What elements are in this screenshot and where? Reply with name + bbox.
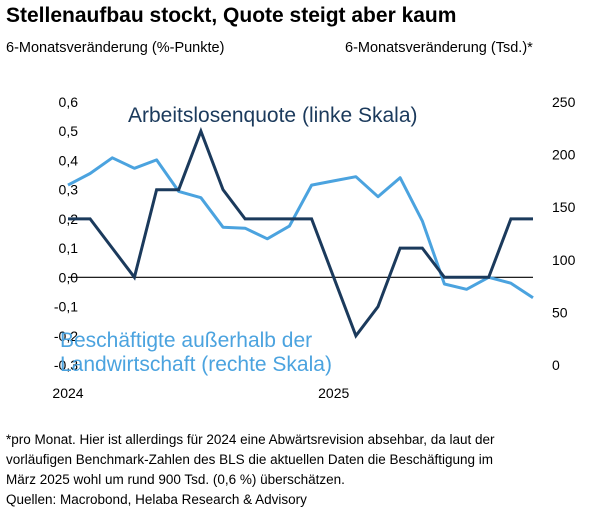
left-tick-label: -0,3 bbox=[54, 357, 78, 373]
right-tick-label: 250 bbox=[552, 94, 576, 110]
left-tick-label: -0,1 bbox=[54, 299, 78, 315]
right-axis-caption: 6-Monatsveränderung (Tsd.)* bbox=[345, 40, 533, 56]
line-chart: 0,60,50,40,30,20,10,0-0,1-0,2-0,3 250200… bbox=[52, 94, 576, 401]
x-tick-label: 2024 bbox=[52, 385, 83, 401]
right-tick-label: 200 bbox=[552, 147, 576, 163]
left-tick-label: -0,2 bbox=[54, 328, 78, 344]
right-tick-label: 150 bbox=[552, 199, 576, 215]
footnote-line1: *pro Monat. Hier ist allerdings für 2024… bbox=[6, 432, 495, 447]
footnote-line3: März 2025 wohl um rund 900 Tsd. (0,6 %) … bbox=[6, 472, 345, 487]
series-line-employment bbox=[67, 156, 534, 300]
left-tick-label: 0,3 bbox=[59, 182, 79, 198]
left-tick-label: 0,1 bbox=[59, 240, 79, 256]
footnote-sources: Quellen: Macrobond, Helaba Research & Ad… bbox=[6, 492, 307, 507]
series-line-unemployment-rate bbox=[68, 126, 533, 339]
right-axis-ticks: 250 200 150 100 50 0 bbox=[552, 94, 576, 373]
right-tick-label: 50 bbox=[552, 304, 568, 320]
footnote: *pro Monat. Hier ist allerdings für 2024… bbox=[6, 430, 586, 510]
left-axis-caption: 6-Monatsveränderung (%-Punkte) bbox=[6, 40, 225, 56]
left-tick-label: 0,4 bbox=[59, 152, 79, 168]
annotation-employment-line2: Landwirtschaft (rechte Skala) bbox=[60, 353, 332, 376]
x-tick-label: 2025 bbox=[318, 385, 349, 401]
left-tick-label: 0,5 bbox=[59, 123, 79, 139]
chart-title: Stellenaufbau stockt, Quote steigt aber … bbox=[6, 4, 457, 27]
annotation-employment-line1: Beschäftigte außerhalb der bbox=[60, 329, 312, 352]
right-tick-label: 0 bbox=[552, 357, 560, 373]
left-tick-label: 0,6 bbox=[59, 94, 79, 110]
x-axis-ticks: 2024 2025 bbox=[52, 385, 349, 401]
footnote-line2: vorläufigen Benchmark-Zahlen des BLS die… bbox=[6, 452, 494, 467]
right-tick-label: 100 bbox=[552, 252, 576, 268]
annotation-unemployment-rate: Arbeitslosenquote (linke Skala) bbox=[128, 104, 418, 127]
